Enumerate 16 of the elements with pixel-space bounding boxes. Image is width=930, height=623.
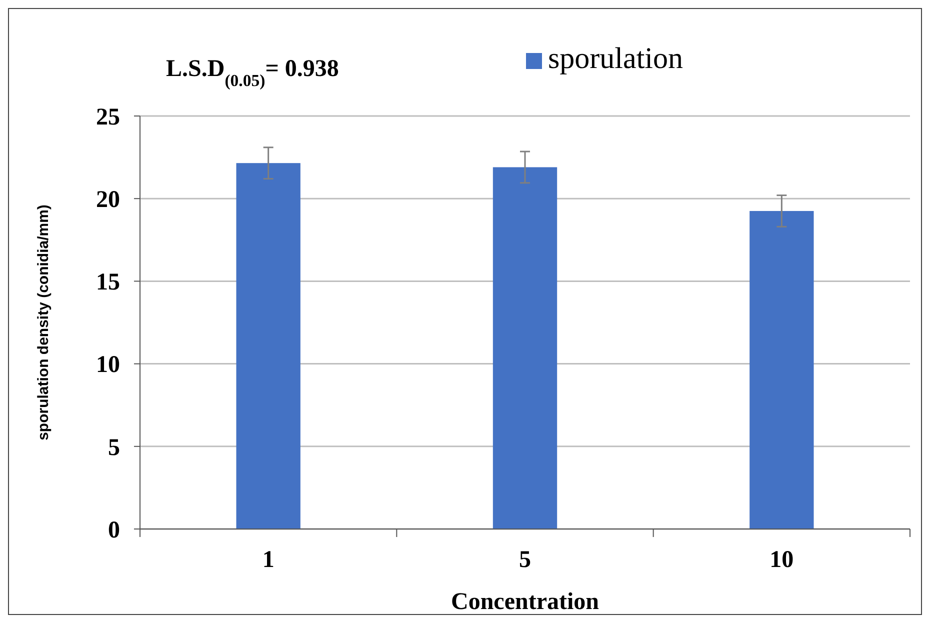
x-tick-label: 5: [519, 547, 531, 573]
y-tick-label: 0: [108, 517, 120, 544]
y-tick-label: 20: [96, 187, 120, 213]
x-tick-label: 1: [262, 547, 274, 573]
x-axis-title: Concentration: [451, 589, 599, 615]
y-tick-label: 10: [96, 352, 120, 378]
x-tick-label: 10: [770, 547, 794, 573]
bar: [750, 210, 814, 529]
legend-label: sporulation: [548, 42, 683, 75]
y-tick-label: 15: [96, 270, 120, 296]
y-tick-label: 25: [96, 104, 120, 130]
bar: [236, 163, 300, 529]
bar: [492, 167, 558, 529]
y-tick-label: 5: [108, 434, 120, 461]
y-axis-title: sporulation density (conidia/mm): [35, 204, 52, 440]
text: L.S.D$_{(0.05)}$= 0.938: [166, 56, 339, 90]
